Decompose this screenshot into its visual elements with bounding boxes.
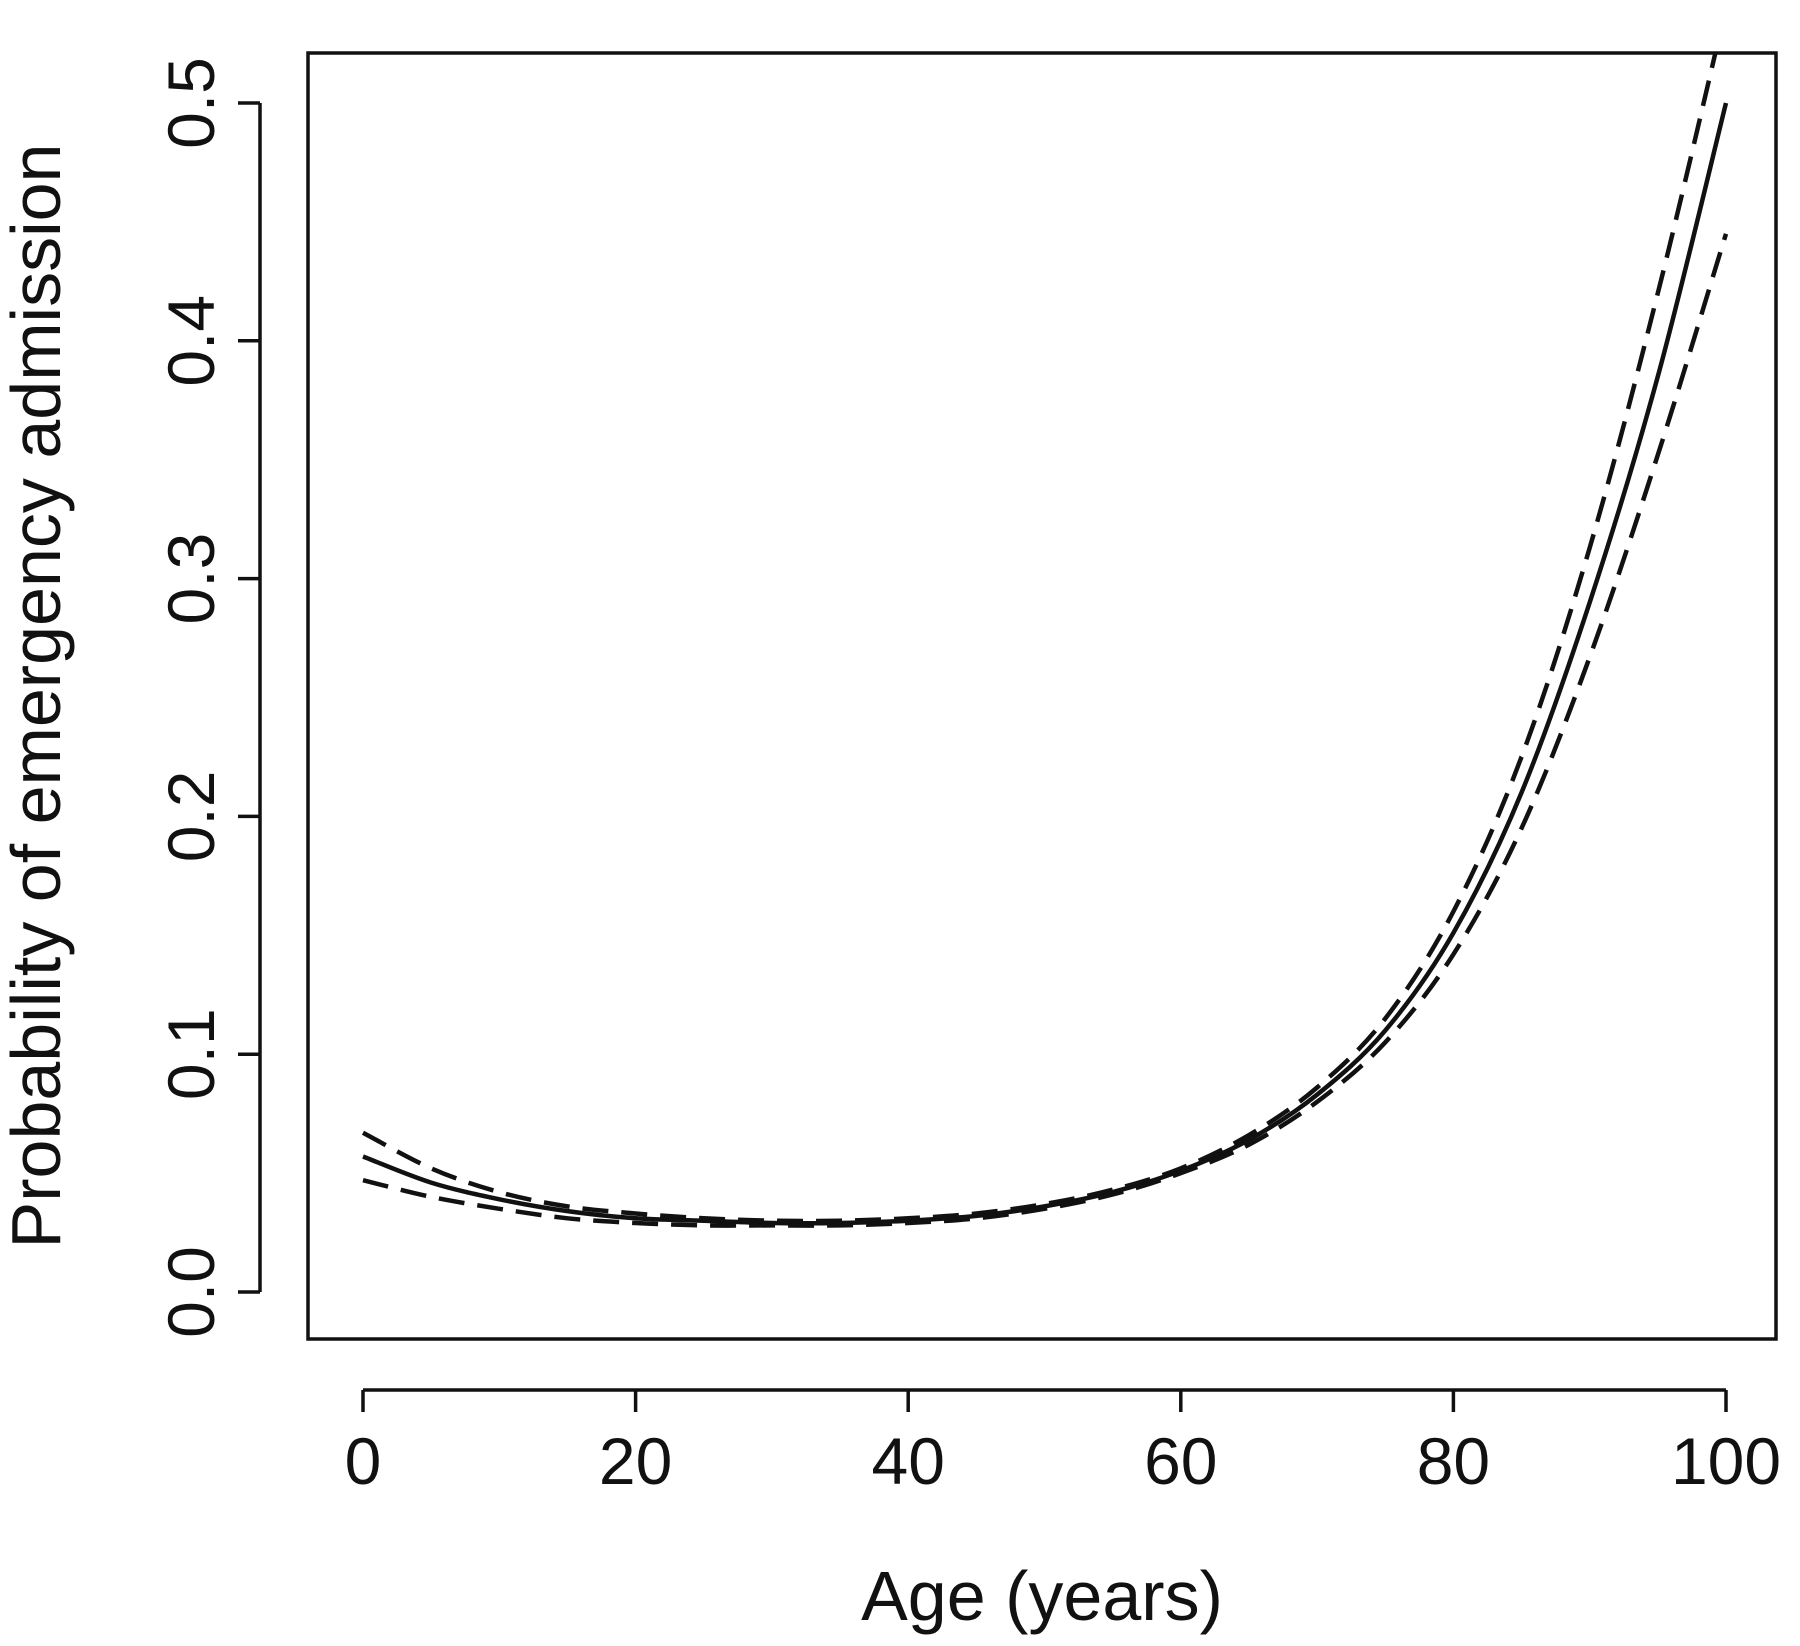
series-layer xyxy=(361,53,1729,1228)
x-tick-label: 0 xyxy=(345,1424,382,1498)
x-tick-label: 80 xyxy=(1417,1424,1490,1498)
x-tick-label: 60 xyxy=(1144,1424,1217,1498)
y-tick-label: 0.2 xyxy=(154,771,228,863)
series-line-dashed xyxy=(361,53,1718,1224)
x-tick-label: 20 xyxy=(599,1424,672,1498)
series-line-dashed xyxy=(362,233,1729,1228)
x-tick-label: 100 xyxy=(1671,1424,1781,1498)
y-axis: 0.0 0.1 0.2 0.3 0.4 0.5 xyxy=(154,57,262,1338)
plot-frame xyxy=(306,51,1778,1341)
x-axis: 0 20 40 60 80 100 xyxy=(345,1388,1781,1498)
y-tick-label: 0.1 xyxy=(154,1008,228,1100)
y-axis-title: Probability of emergency admission xyxy=(0,144,75,1249)
y-tick-label: 0.0 xyxy=(154,1246,228,1338)
x-tick-label: 40 xyxy=(871,1424,944,1498)
y-tick-label: 0.5 xyxy=(154,57,228,149)
x-axis-title: Age (years) xyxy=(861,1557,1223,1635)
y-tick-label: 0.4 xyxy=(154,295,228,387)
series-line-solid xyxy=(362,102,1729,1226)
y-tick-label: 0.3 xyxy=(154,533,228,625)
